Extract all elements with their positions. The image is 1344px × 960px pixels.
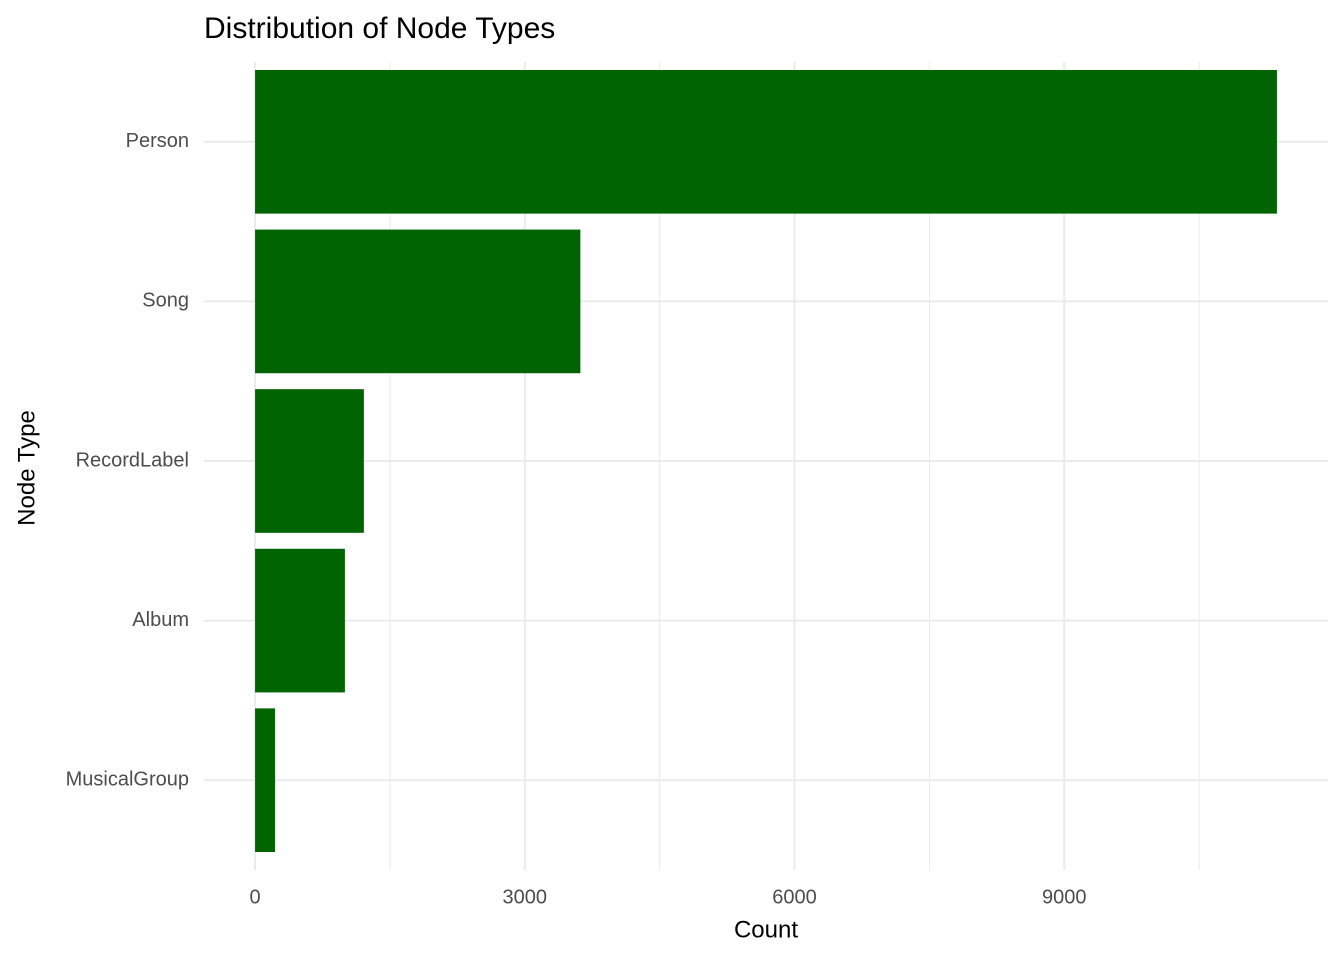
x-tick-label: 6000 <box>772 886 817 908</box>
y-tick-label: Person <box>126 130 189 152</box>
y-tick-label: Song <box>142 290 189 312</box>
y-tick-label: RecordLabel <box>76 449 189 471</box>
y-axis-title: Node Type <box>13 410 40 526</box>
y-tick-label: Album <box>132 609 189 631</box>
bar <box>255 69 1277 214</box>
y-tick-label: MusicalGroup <box>66 768 189 790</box>
bar <box>255 708 276 853</box>
bar <box>255 548 345 693</box>
bar <box>255 389 364 533</box>
bar <box>255 229 581 374</box>
x-tick-label: 0 <box>250 886 261 908</box>
x-axis-title: Count <box>734 916 798 943</box>
x-tick-label: 9000 <box>1042 886 1087 908</box>
chart-title: Distribution of Node Types <box>204 12 555 45</box>
x-tick-label: 3000 <box>503 886 548 908</box>
